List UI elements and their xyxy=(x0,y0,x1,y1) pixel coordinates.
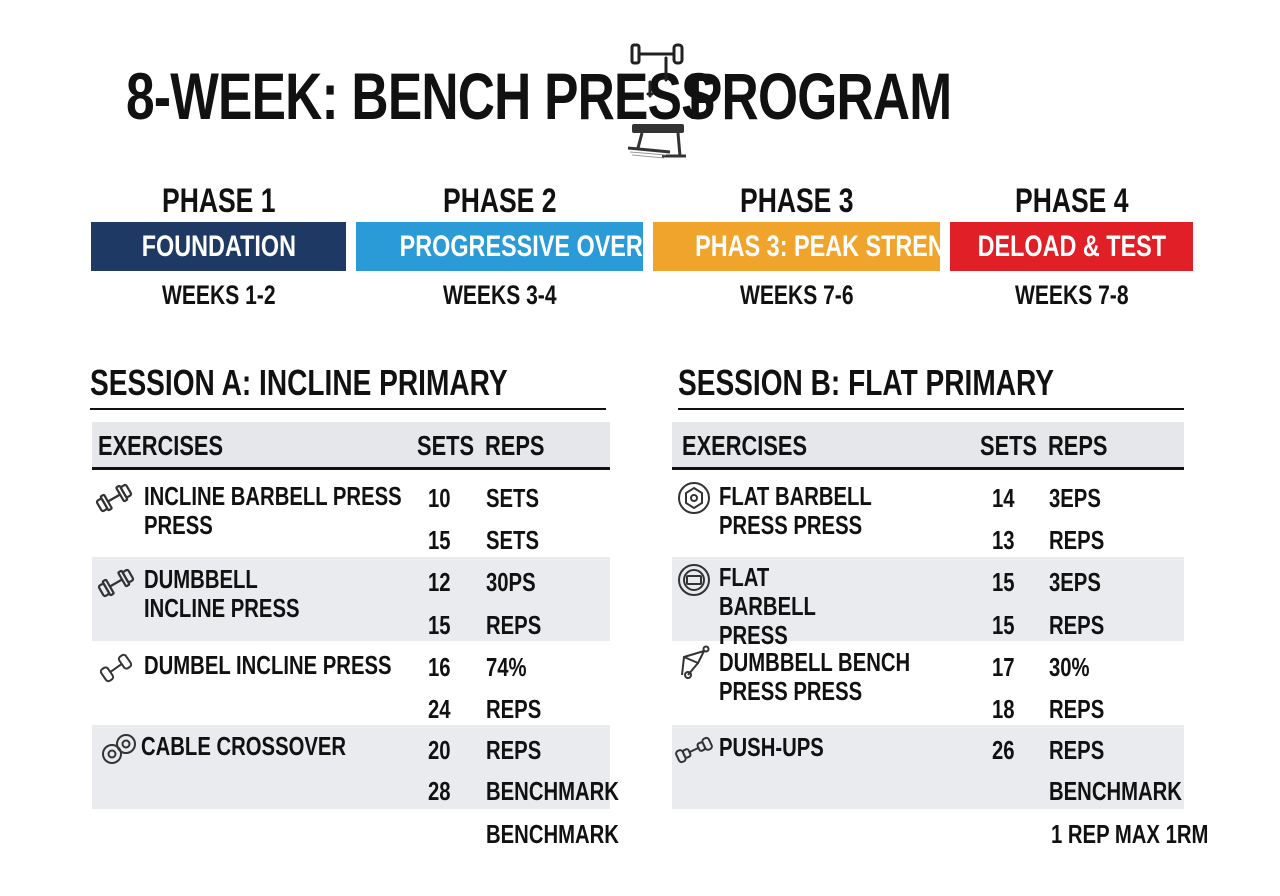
exercise-name: FLAT BARBELL PRESS PRESS xyxy=(719,481,872,540)
page-title: 8-WEEK: BENCH PRESS PROGRAM xyxy=(126,58,952,138)
table-band xyxy=(92,725,610,809)
phase-3-weeks: WEEKS 7-6 xyxy=(739,280,854,310)
sets-value: 14 xyxy=(992,483,1015,513)
phase-1-label: PHASE 1 xyxy=(161,182,276,220)
sets-header: SETS xyxy=(980,430,1038,461)
barbell-target-icon xyxy=(678,564,710,596)
session-a-title: SESSION A: INCLINE PRIMARY xyxy=(90,362,508,403)
phase-2-label: PHASE 2 xyxy=(442,182,557,220)
reps-value: BENCHMARK xyxy=(486,776,619,806)
reps-value: BENCHMARK xyxy=(1049,776,1182,806)
title-part-1: 8-WEEK: BENCH PRESS xyxy=(126,59,715,133)
session-b-header: EXERCISES SETS REPS xyxy=(672,422,1184,470)
sets-value: 26 xyxy=(992,735,1015,765)
reps-header: REPS xyxy=(485,430,545,461)
sets-value: 15 xyxy=(992,567,1015,597)
phase-3-bar: PHAS 3: PEAK STRENGTH xyxy=(653,222,994,271)
reps-value: 74% xyxy=(486,652,527,682)
phase-3: PHASE 3 PHAS 3: PEAK STRENGTH WEEKS 7-6 xyxy=(653,182,994,312)
exercise-name: INCLINE BARBELL PRESS PRESS xyxy=(144,481,402,540)
reps-value: BENCHMARK xyxy=(486,819,619,849)
exercises-header: EXERCISES xyxy=(98,430,224,461)
table-band xyxy=(672,725,1184,809)
reps-value: REPS xyxy=(1049,525,1105,555)
reps-value: REPS xyxy=(1049,735,1105,765)
session-b-divider xyxy=(678,408,1184,410)
reps-value: REPS xyxy=(486,610,542,640)
phase-2: PHASE 2 PROGRESSIVE OVERLOAD WEEKS 3-4 xyxy=(356,182,709,312)
reps-value: 3EPS xyxy=(1049,567,1101,597)
reps-value: REPS xyxy=(1049,610,1105,640)
dumbbell-icon xyxy=(97,568,135,598)
sets-value: 13 xyxy=(992,525,1015,555)
reps-value: 30% xyxy=(1049,652,1090,682)
phase-3-label: PHASE 3 xyxy=(739,182,854,220)
reps-value: REPS xyxy=(1049,694,1105,724)
sets-value: 16 xyxy=(428,652,451,682)
exercise-name: CABLE CROSSOVER xyxy=(141,731,347,761)
exercise-name: DUMBBELL BENCH PRESS PRESS xyxy=(719,647,911,706)
sets-value: 20 xyxy=(428,735,451,765)
bench-press-machine-icon xyxy=(681,645,710,679)
sets-value: 17 xyxy=(992,652,1015,682)
sets-header: SETS xyxy=(417,430,475,461)
session-a-header: EXERCISES SETS REPS xyxy=(92,422,610,470)
exercise-name: DUMBBELL INCLINE PRESS xyxy=(144,564,300,623)
phase-1: PHASE 1 FOUNDATION WEEKS 1-2 xyxy=(91,182,346,312)
table-band xyxy=(92,557,610,641)
sets-value: 15 xyxy=(992,610,1015,640)
reps-value: REPS xyxy=(486,694,542,724)
sets-value: 15 xyxy=(428,525,451,555)
sets-value: 18 xyxy=(992,694,1015,724)
exercises-header: EXERCISES xyxy=(682,430,808,461)
reps-value: 3EPS xyxy=(1049,483,1101,513)
dumbbell-icon xyxy=(95,483,133,513)
phase-4: PHASE 4 DELOAD & TEST WEEKS 7-8 xyxy=(950,182,1193,312)
sets-value: 12 xyxy=(428,567,451,597)
barbell-bench-icon xyxy=(627,43,686,159)
reps-value: SETS xyxy=(486,525,539,555)
exercise-name: PUSH-UPS xyxy=(719,732,824,762)
reps-header: REPS xyxy=(1048,430,1108,461)
phase-3-name: PHAS 3: PEAK STRENGTH xyxy=(695,230,995,263)
table-band xyxy=(672,557,1184,641)
dumbbell-icon xyxy=(99,653,133,683)
phase-4-bar: DELOAD & TEST xyxy=(950,222,1193,271)
reps-value: REPS xyxy=(486,735,542,765)
phase-4-weeks: WEEKS 7-8 xyxy=(1014,280,1129,310)
reps-value: SETS xyxy=(486,483,539,513)
reps-value: 30PS xyxy=(486,567,536,597)
phase-1-name: FOUNDATION xyxy=(141,230,296,263)
sets-value: 10 xyxy=(428,483,451,513)
weight-plates-icon xyxy=(102,734,136,764)
phase-4-name: DELOAD & TEST xyxy=(977,230,1166,263)
phase-1-weeks: WEEKS 1-2 xyxy=(161,280,276,310)
phase-1-bar: FOUNDATION xyxy=(91,222,346,271)
sets-value: 28 xyxy=(428,776,451,806)
exercise-name: DUMBEL INCLINE PRESS xyxy=(144,650,392,680)
session-b-title: SESSION B: FLAT PRIMARY xyxy=(678,362,1054,403)
push-up-icon xyxy=(675,736,713,764)
phase-2-bar: PROGRESSIVE OVERLOAD xyxy=(356,222,709,271)
phase-2-weeks: WEEKS 3-4 xyxy=(442,280,557,310)
phase-4-label: PHASE 4 xyxy=(1014,182,1129,220)
sets-value: 24 xyxy=(428,694,451,724)
sets-value: 15 xyxy=(428,610,451,640)
reps-value: 1 REP MAX 1RM xyxy=(1051,819,1209,849)
title-part-2: PROGRAM xyxy=(688,59,952,133)
session-a-divider xyxy=(90,408,606,410)
weight-plate-icon xyxy=(678,482,710,514)
exercise-name: FLAT BARBELL PRESS xyxy=(719,562,816,650)
